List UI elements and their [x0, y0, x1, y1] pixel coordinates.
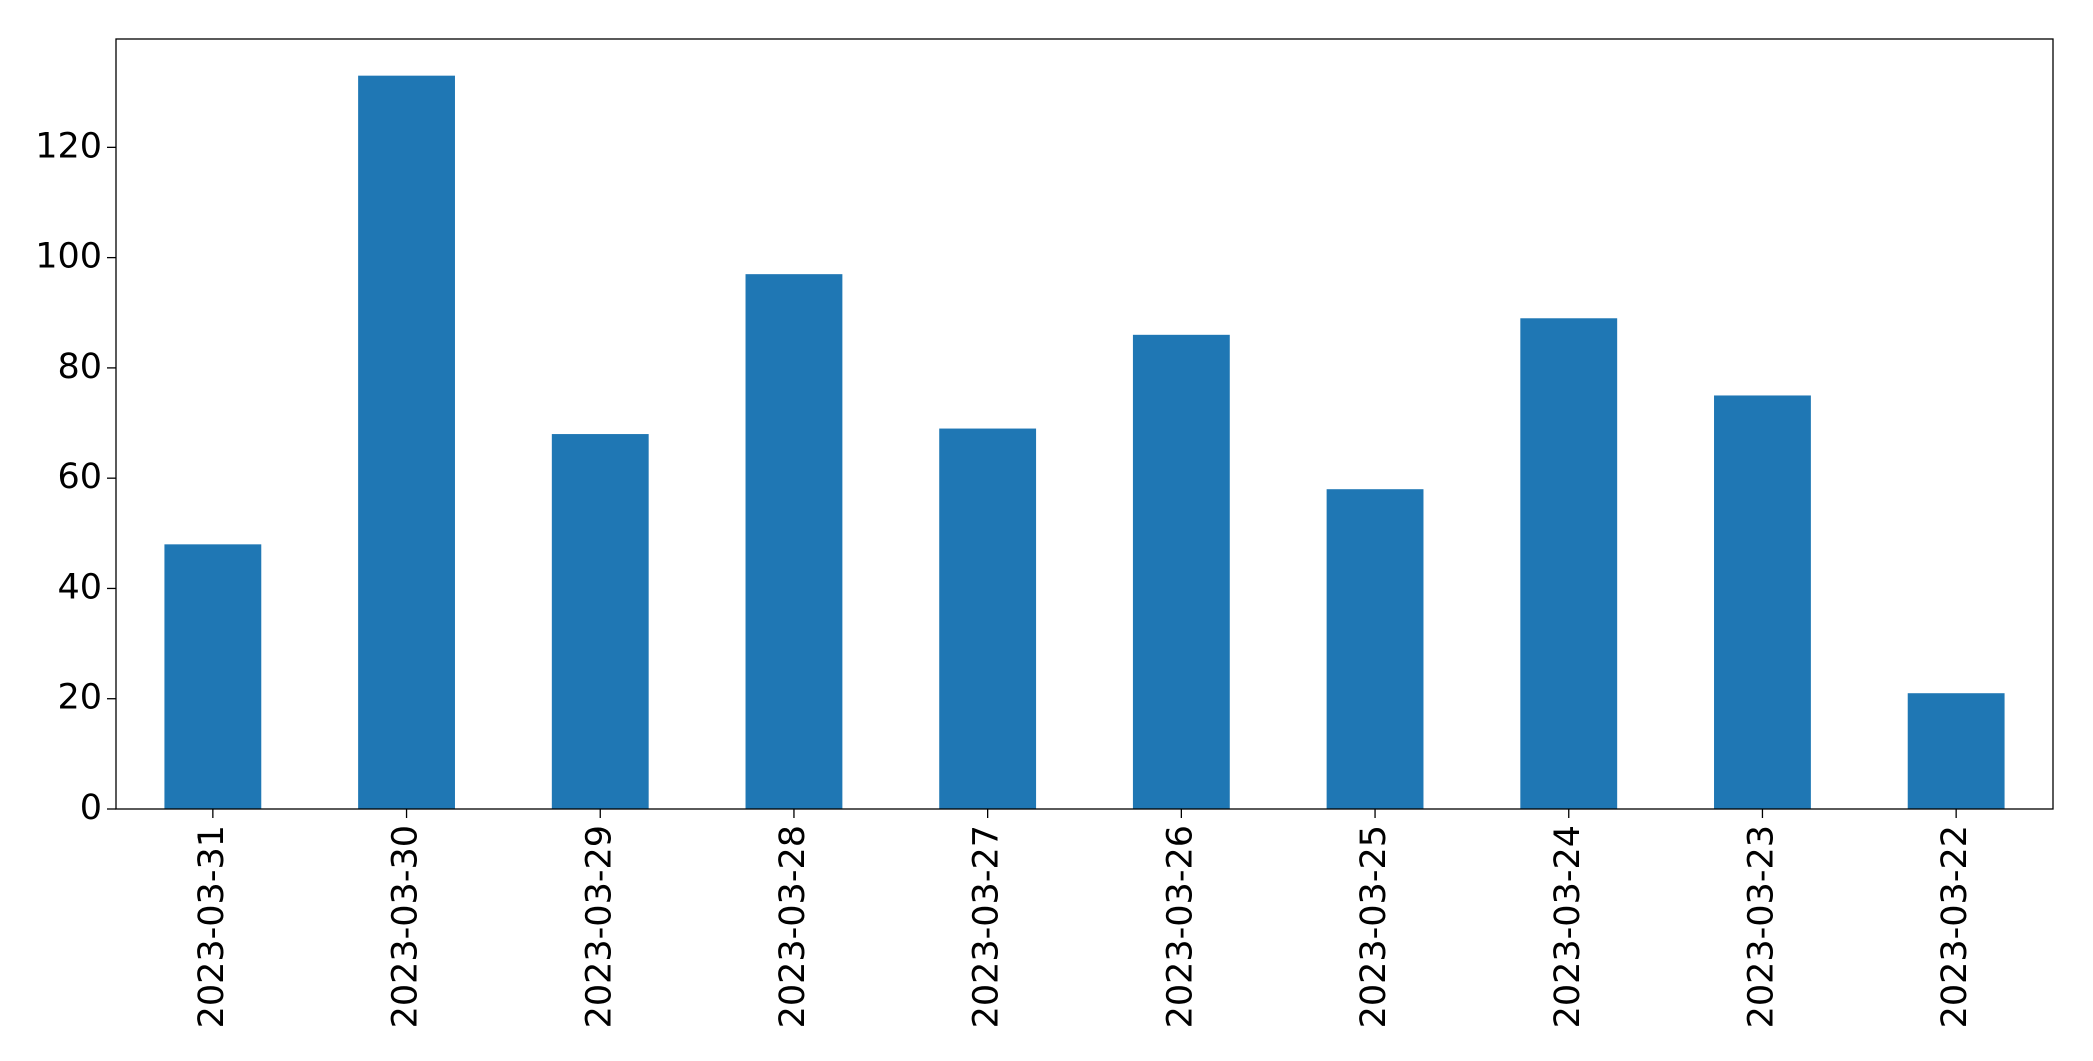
x-tick-label: 2023-03-27 — [967, 825, 1007, 1028]
x-tick-label: 2023-03-29 — [579, 825, 619, 1028]
bar — [1520, 318, 1618, 809]
bar — [1132, 334, 1230, 809]
x-tick-label: 2023-03-25 — [1354, 825, 1394, 1028]
y-tick-label: 100 — [35, 237, 102, 277]
y-tick-label: 0 — [80, 788, 102, 828]
bar — [1907, 693, 2005, 809]
y-tick-label: 40 — [57, 567, 102, 607]
y-tick-label: 80 — [57, 347, 102, 387]
x-tick-label: 2023-03-26 — [1160, 825, 1200, 1028]
x-tick-label: 2023-03-23 — [1741, 825, 1781, 1028]
x-tick-label: 2023-03-30 — [386, 825, 426, 1028]
bar — [939, 428, 1037, 809]
x-tick-label: 2023-03-28 — [773, 825, 813, 1028]
bar — [358, 75, 455, 809]
bar — [164, 544, 262, 809]
bar — [1714, 395, 1811, 809]
x-tick-label: 2023-03-31 — [192, 825, 232, 1028]
bar — [745, 274, 843, 809]
y-tick-label: 60 — [57, 457, 102, 497]
x-tick-label: 2023-03-24 — [1548, 825, 1588, 1028]
y-tick-label: 120 — [35, 126, 102, 166]
plot-frame — [115, 38, 2054, 810]
y-tick-label: 20 — [57, 678, 102, 718]
bar — [551, 434, 649, 809]
bar — [1326, 489, 1424, 809]
x-tick-label: 2023-03-22 — [1935, 825, 1975, 1028]
